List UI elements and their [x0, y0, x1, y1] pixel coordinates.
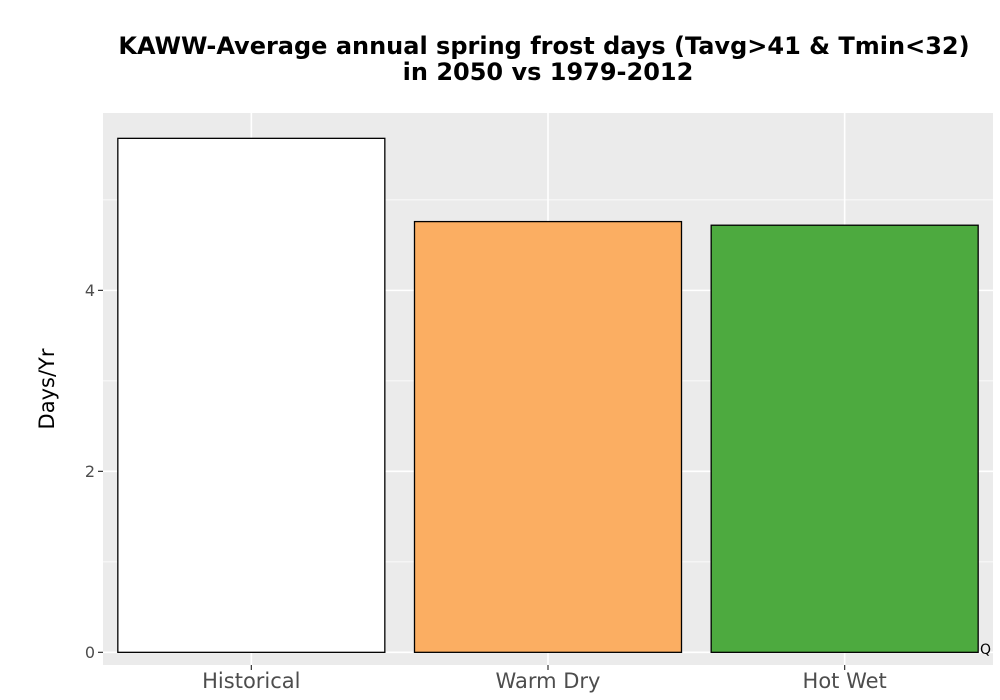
bar-historical [117, 137, 386, 653]
corner-note: Q [980, 642, 991, 658]
chart-title-line-1: KAWW-Average annual spring frost days (T… [118, 32, 969, 60]
y-tick-label: 0 [85, 643, 95, 662]
bar-hot-wet [710, 224, 979, 653]
y-tick-label: 4 [85, 281, 95, 300]
bars [117, 137, 979, 653]
chart-title-line-2: in 2050 vs 1979-2012 [403, 58, 694, 86]
y-axis-title: Days/Yr [35, 348, 59, 429]
y-axis-ticks: 0 2 4 [85, 281, 103, 662]
x-axis-ticks: Historical Warm Dry Hot Wet [202, 665, 887, 693]
x-tick-label: Historical [202, 669, 300, 693]
y-tick-label: 2 [85, 462, 95, 481]
x-tick-label: Warm Dry [496, 669, 601, 693]
bar-warm-dry [413, 220, 683, 653]
x-tick-label: Hot Wet [803, 669, 887, 693]
